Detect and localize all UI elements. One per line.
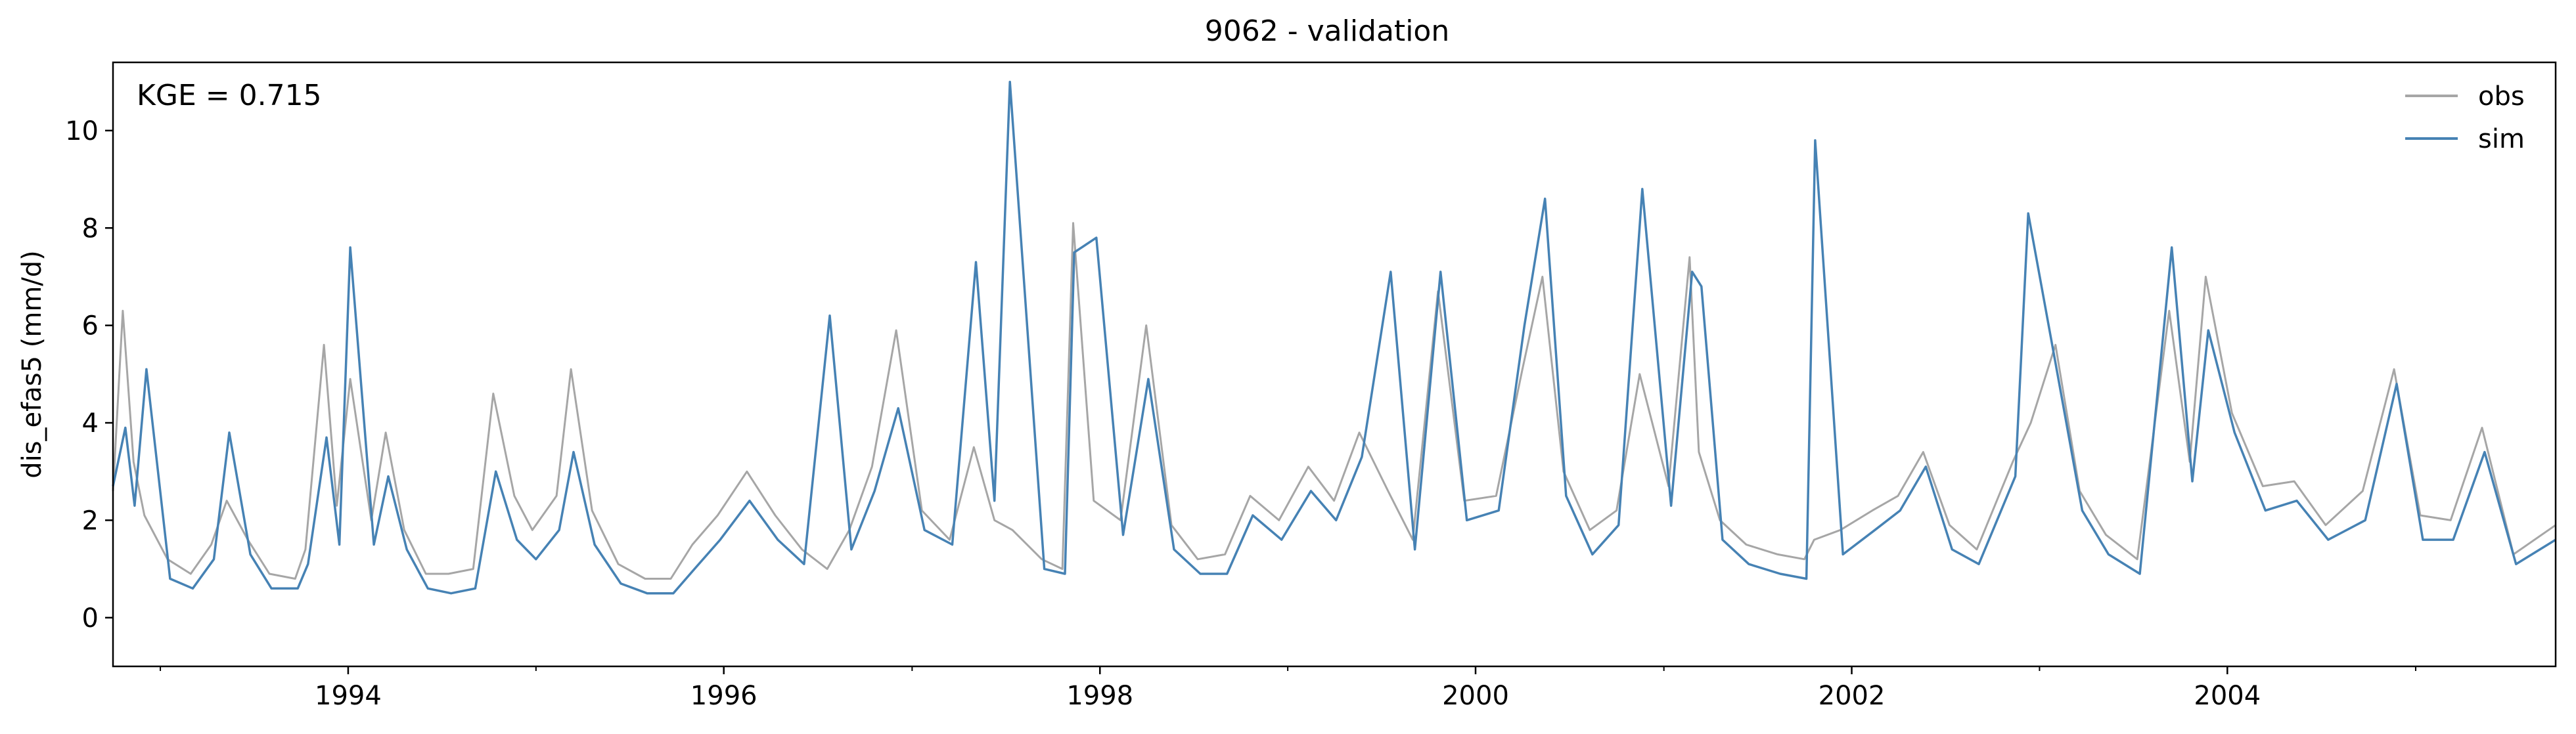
y-tick-label: 6 <box>82 311 99 341</box>
y-tick-label: 0 <box>82 603 99 634</box>
x-tick-label: 2000 <box>1442 681 1509 711</box>
y-tick-label: 10 <box>65 116 99 146</box>
y-axis: 0 2 4 6 8 10 <box>65 116 113 634</box>
plot-area: 0 2 4 6 8 10 1994 1996 1998 2000 2002 2004 <box>65 61 2557 711</box>
y-tick-label: 8 <box>82 213 99 244</box>
y-tick-label: 2 <box>82 506 99 536</box>
plot-frame <box>112 61 2557 668</box>
legend-obs-label: obs <box>2478 81 2525 112</box>
x-tick-label: 1996 <box>690 681 757 711</box>
series-line-sim <box>112 80 2556 595</box>
legend: obs sim <box>2405 81 2525 154</box>
x-axis: 1994 1996 1998 2000 2002 2004 <box>160 666 2416 711</box>
series-layer <box>112 80 2556 595</box>
y-tick-label: 4 <box>82 408 99 439</box>
x-tick-label: 2002 <box>1819 681 1886 711</box>
legend-sim-label: sim <box>2478 124 2525 154</box>
plot-background <box>113 62 2556 666</box>
series-line-obs <box>112 222 2556 580</box>
x-tick-label: 2004 <box>2194 681 2261 711</box>
kge-annotation: KGE = 0.715 <box>137 79 322 112</box>
x-tick-label: 1998 <box>1066 681 1133 711</box>
y-axis-label: dis_efas5 (mm/d) <box>17 250 47 479</box>
x-tick-label: 1994 <box>315 681 382 711</box>
chart-title: 9062 - validation <box>1205 14 1449 48</box>
